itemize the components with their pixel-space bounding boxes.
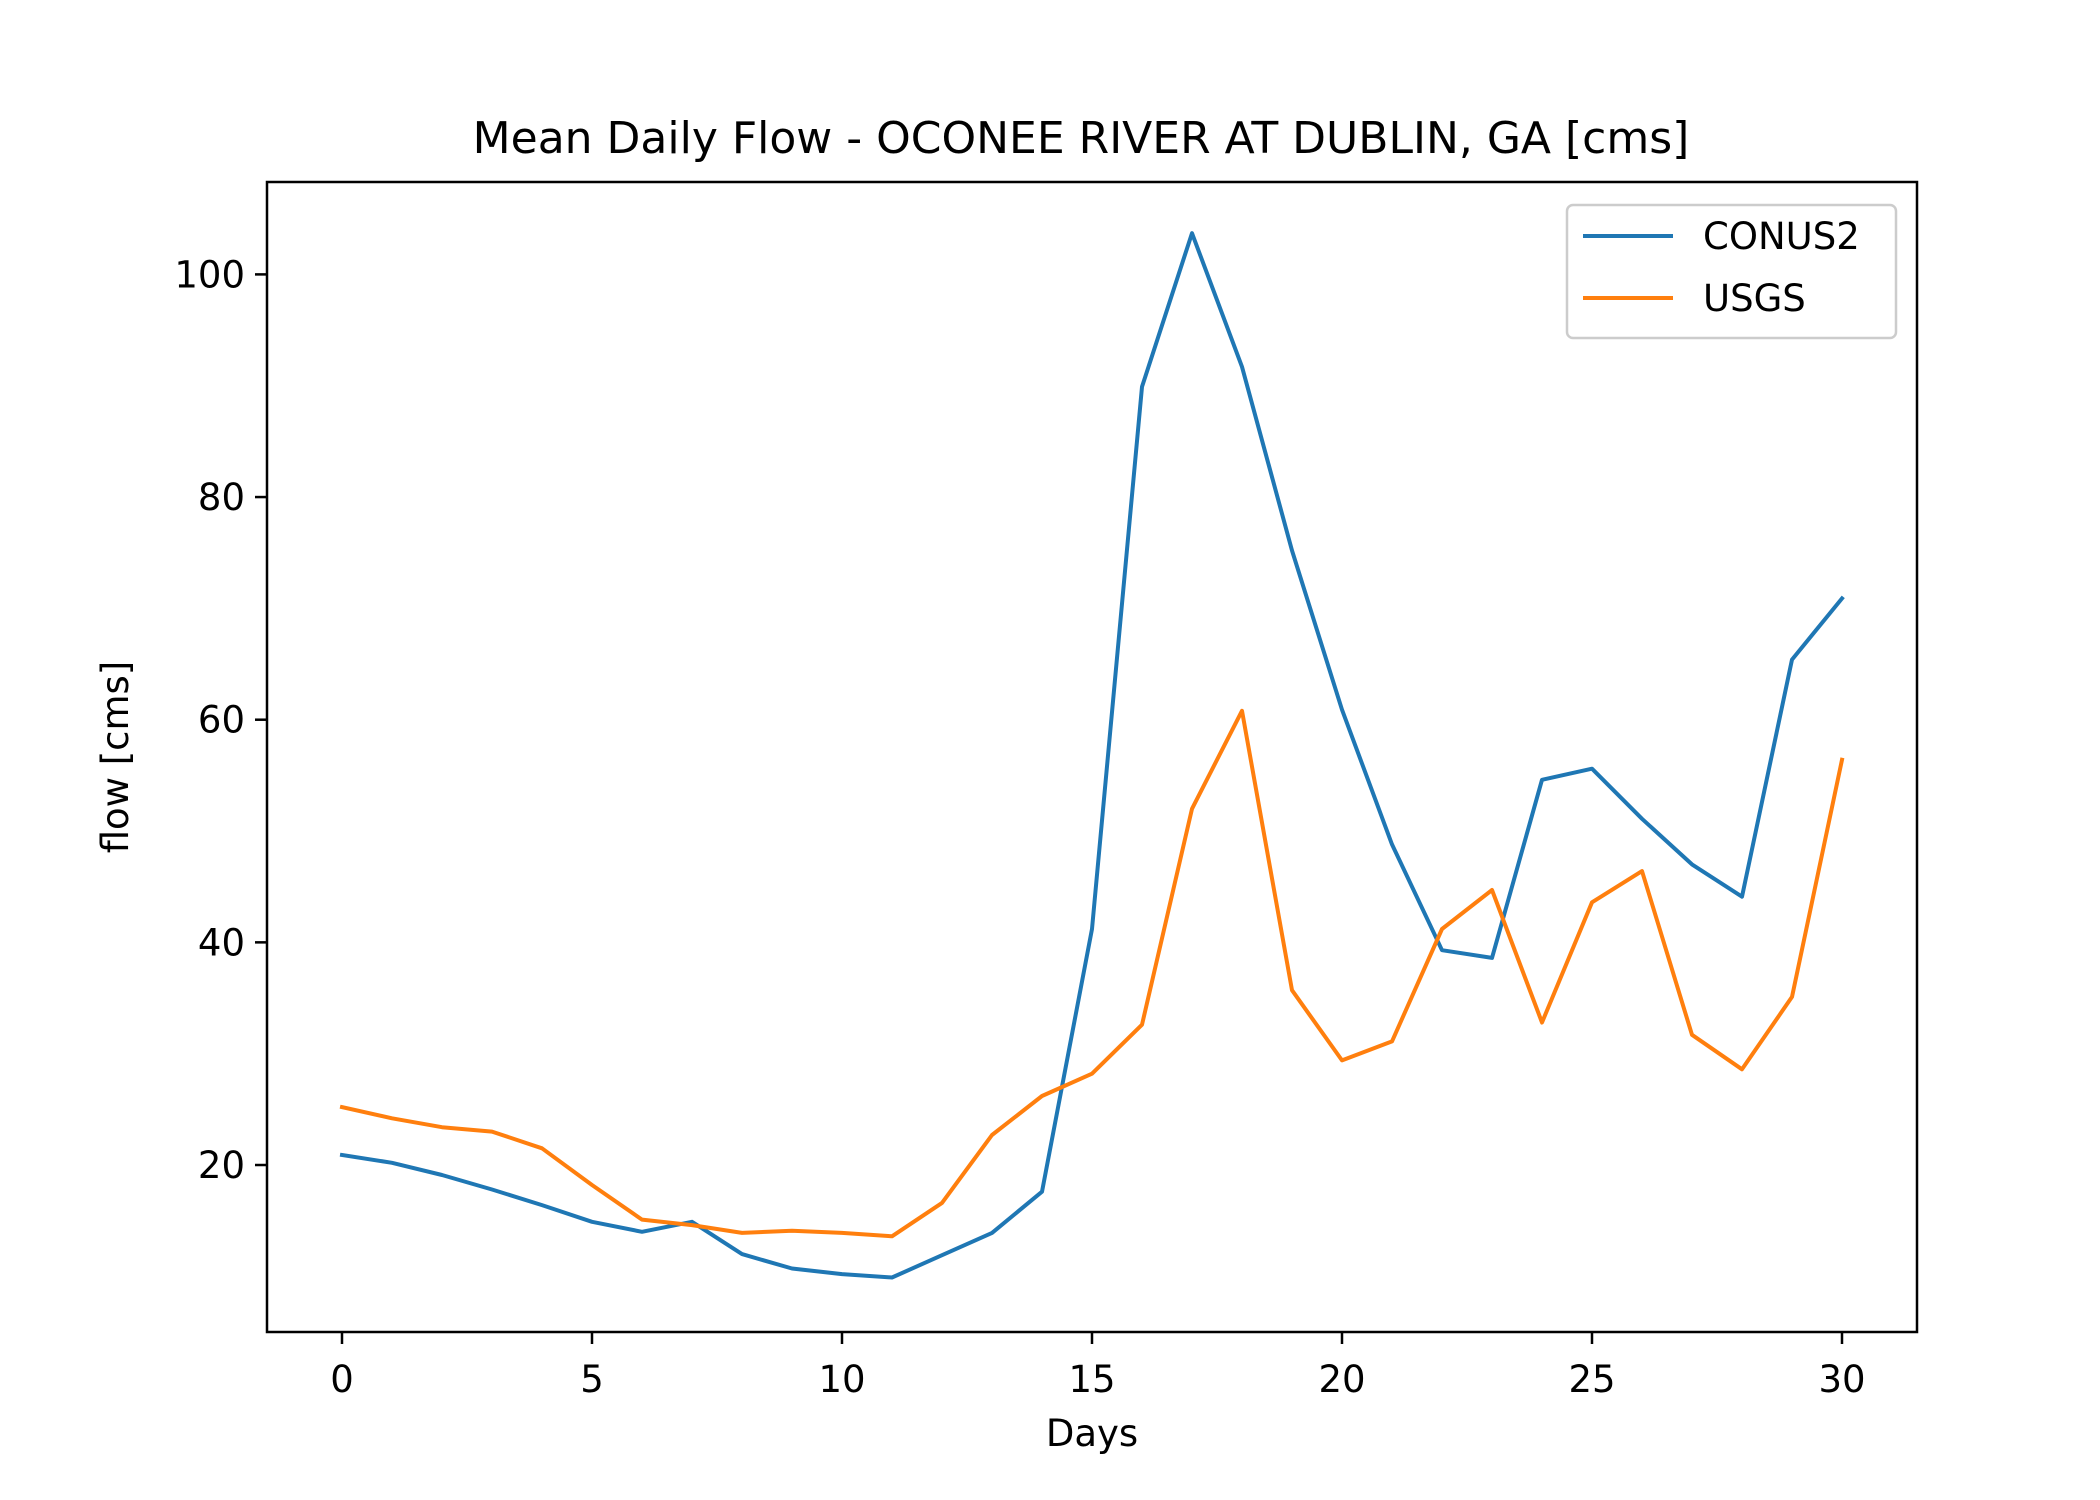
series-line-usgs	[339, 708, 1845, 1239]
legend: CONUS2 USGS	[1565, 203, 1898, 340]
y-tick-label: 20	[198, 1144, 245, 1187]
x-tick-label: 25	[1568, 1358, 1615, 1401]
y-tick-label: 100	[174, 253, 245, 296]
x-tick-label: 20	[1318, 1358, 1365, 1401]
y-axis-label: flow [cms]	[94, 661, 137, 854]
y-tick-label: 80	[198, 476, 245, 519]
legend-label-usgs: USGS	[1703, 277, 1806, 320]
x-tick-label: 10	[818, 1358, 865, 1401]
x-tick-label: 30	[1818, 1358, 1865, 1401]
series-line-conus2	[339, 231, 1845, 1280]
legend-entries: CONUS2 USGS	[1583, 215, 1860, 320]
x-tick-label: 0	[330, 1358, 354, 1401]
legend-box	[1565, 203, 1898, 340]
x-axis-label: Days	[1046, 1412, 1138, 1455]
series-layer	[339, 231, 1845, 1280]
chart-title: Mean Daily Flow - OCONEE RIVER AT DUBLIN…	[473, 113, 1690, 164]
x-axis: 0 5 10 15 20 25 30	[330, 1332, 1866, 1401]
x-tick-label: 5	[580, 1358, 604, 1401]
x-tick-label: 15	[1068, 1358, 1115, 1401]
y-axis: 20 40 60 80 100	[174, 253, 267, 1187]
y-tick-label: 60	[198, 699, 245, 742]
legend-label-conus2: CONUS2	[1703, 215, 1860, 258]
y-tick-label: 40	[198, 921, 245, 964]
